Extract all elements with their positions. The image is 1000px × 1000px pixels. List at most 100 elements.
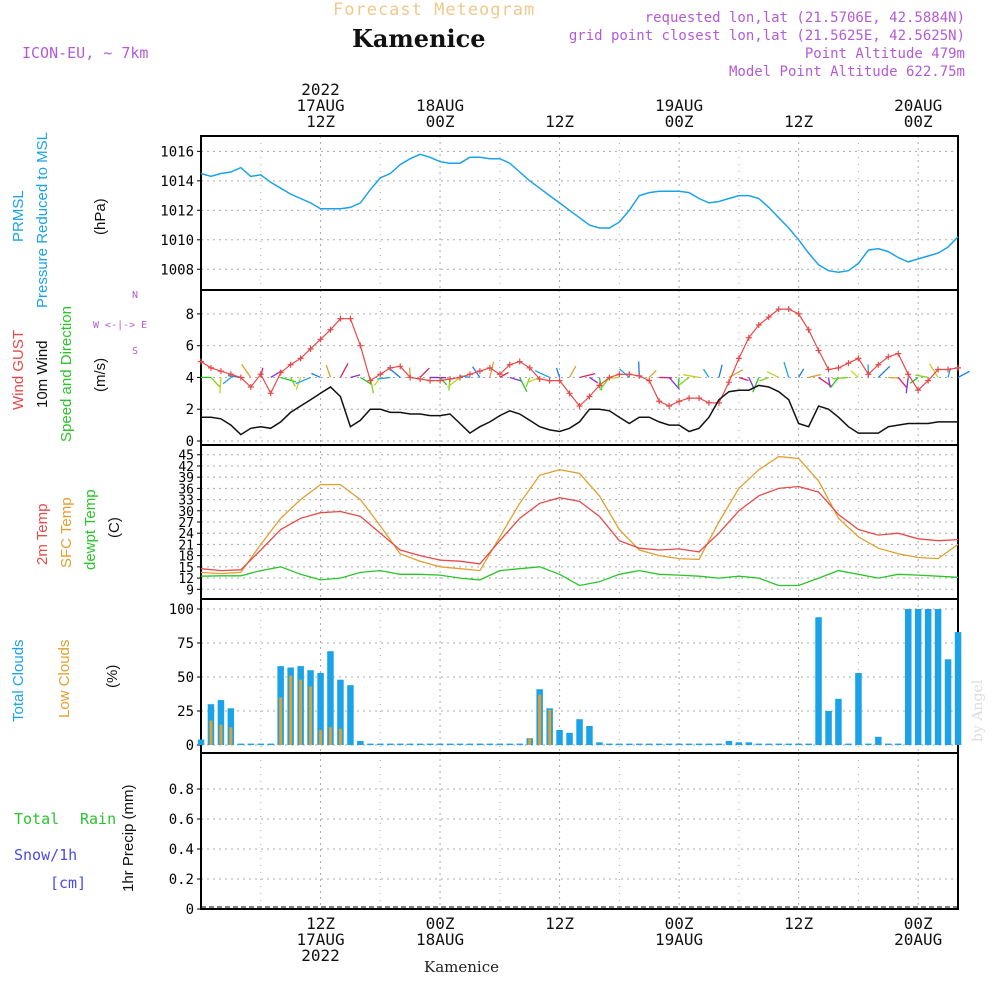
- total-cloud-bar: [217, 700, 225, 745]
- wind-arrow: [832, 376, 849, 380]
- low-cloud-bar: [528, 738, 532, 745]
- total-cloud-bar: [337, 679, 344, 745]
- wind-arrow: [783, 361, 790, 378]
- wind-gust-marker: [377, 371, 384, 378]
- wind-gust-marker: [616, 371, 623, 378]
- wind-gust-marker: [257, 371, 264, 378]
- wind-arrow: [683, 374, 700, 379]
- time-label-bottom: 00Z: [665, 914, 694, 933]
- total-cloud-bar: [257, 743, 264, 745]
- wind-gust-marker: [456, 374, 463, 381]
- requested-coords: requested lon,lat (21.5706E, 42.5884N): [644, 10, 965, 26]
- low-cloud-bar: [229, 727, 233, 745]
- total-cloud-bar: [775, 743, 782, 745]
- total-cloud-bar: [197, 739, 205, 745]
- total-cloud-bar: [845, 743, 852, 745]
- total-cloud-bar: [566, 732, 573, 745]
- total-cloud-bar: [486, 743, 494, 745]
- total-cloud-bar: [556, 730, 563, 745]
- wind-arrow: [808, 373, 822, 379]
- time-label-top: 12Z: [784, 112, 813, 131]
- wind-arrow: [702, 368, 710, 378]
- total-cloud-bar: [785, 743, 792, 745]
- y-tick-label: 1008: [160, 262, 194, 278]
- wind-arrow: [446, 376, 461, 388]
- y-tick-label: 4: [186, 370, 194, 386]
- model-label: ICON-EU, ~ 7km: [22, 44, 149, 62]
- wind-gust-line: [200, 308, 959, 407]
- wind-arrow: [599, 377, 610, 391]
- wind-gust-marker: [247, 383, 254, 390]
- low-cloud-bar: [289, 675, 293, 745]
- total-cloud-bar: [685, 743, 693, 745]
- y-tick-label: 15: [178, 561, 194, 576]
- time-label-top: 12Z: [545, 112, 574, 131]
- total-cloud-bar: [616, 743, 623, 745]
- wind-arrow: [339, 362, 349, 378]
- grid-coords: grid point closest lon,lat (21.5625E, 42…: [568, 28, 965, 44]
- time-label-bottom: 12Z: [784, 914, 813, 933]
- wind-arrow: [219, 377, 222, 394]
- wind-gust-marker: [855, 355, 862, 362]
- total-cloud-bar: [576, 719, 583, 745]
- total-cloud-bar: [516, 743, 523, 745]
- total-cloud-bar: [377, 743, 384, 745]
- dewpt-temp-line: [200, 566, 959, 587]
- wind-gust-marker: [805, 326, 812, 333]
- wind-gust-marker: [297, 355, 304, 362]
- wind-arrow: [738, 376, 749, 382]
- wind-arrow: [718, 364, 723, 378]
- total-cloud-bar: [875, 736, 882, 745]
- total-cloud-bar: [795, 743, 802, 745]
- wind-gust-marker: [566, 390, 573, 397]
- y-tick-label: 18: [178, 550, 194, 565]
- wind-gust-marker: [606, 374, 613, 381]
- wind-gust-marker: [516, 358, 523, 365]
- total-cloud-bar: [646, 743, 653, 745]
- wind-arrow: [519, 377, 528, 393]
- wind-gust-marker: [486, 364, 493, 371]
- total-cloud-bar: [496, 743, 504, 745]
- wind-gust-marker: [636, 372, 643, 379]
- total-cloud-bar: [954, 632, 962, 745]
- wind-arrow: [439, 377, 448, 386]
- total-cloud-bar: [944, 659, 952, 745]
- wind-gust-marker: [556, 377, 563, 384]
- wind-gust-marker: [437, 377, 444, 384]
- total-cloud-bar: [317, 672, 324, 745]
- footer-station: Kamenice: [424, 958, 499, 976]
- point-altitude: Point Altitude 479m: [804, 46, 965, 62]
- time-label-top: 00Z: [904, 112, 933, 131]
- total-cloud-bar: [626, 743, 633, 745]
- wind-gust-marker: [915, 387, 922, 394]
- total-cloud-bar: [755, 743, 763, 745]
- y-tick-label: 1012: [160, 203, 194, 219]
- total-cloud-bar: [367, 743, 374, 745]
- wind-arrow: [459, 375, 471, 379]
- wind-gust-marker: [357, 342, 364, 349]
- wind-gust-marker: [327, 326, 334, 333]
- wind-gust-marker: [476, 368, 483, 375]
- wind-arrow: [360, 376, 372, 385]
- wind-arrow: [752, 377, 760, 393]
- total-cloud-bar: [725, 740, 733, 745]
- wind-arrow: [589, 376, 599, 384]
- wind-gust-marker: [596, 382, 603, 389]
- wind-gust-marker: [427, 377, 434, 384]
- total-cloud-bar: [397, 743, 404, 745]
- wind-arrow: [888, 376, 899, 379]
- wind-gust-marker: [307, 345, 314, 352]
- total-cloud-bar: [636, 743, 643, 745]
- y-tick-label: 0.4: [169, 842, 194, 858]
- wind-arrow: [527, 376, 540, 383]
- time-label-top: 20AUG: [894, 96, 942, 115]
- wind-gust-marker: [765, 314, 772, 321]
- panel-frame: [200, 135, 959, 291]
- wind-arrow: [509, 376, 523, 382]
- wind-gust-marker: [815, 347, 822, 354]
- wind-gust-marker: [875, 361, 882, 368]
- total-cloud-bar: [705, 743, 713, 745]
- wind-gust-marker: [277, 369, 284, 376]
- wind-gust-marker: [825, 366, 832, 373]
